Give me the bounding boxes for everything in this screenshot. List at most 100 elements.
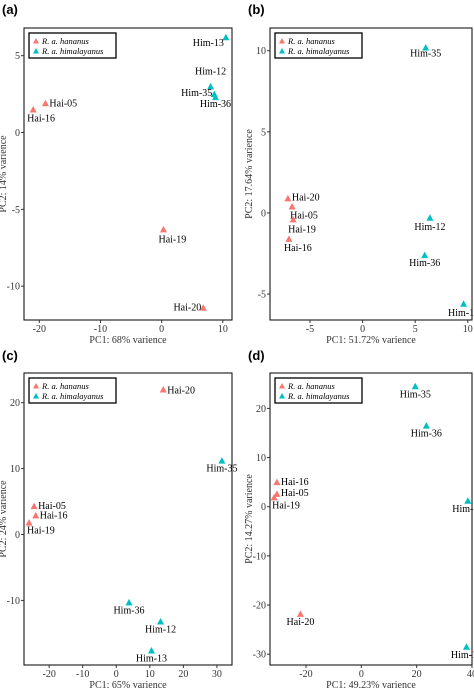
point-label: Hai-05 xyxy=(38,501,66,512)
data-point xyxy=(30,502,38,510)
legend-entry: R. a. hananus xyxy=(41,381,89,391)
point-label: Him-36 xyxy=(411,429,442,440)
y-tick-label: -20 xyxy=(253,601,266,612)
y-axis-title: PC2: 14% varience xyxy=(0,135,9,213)
point-label: Him-12 xyxy=(452,504,474,515)
data-point xyxy=(285,235,293,242)
x-tick-label: 0 xyxy=(359,669,364,680)
data-point xyxy=(270,493,278,501)
point-label: Him-13 xyxy=(448,308,474,319)
data-point xyxy=(29,105,37,113)
legend-marker xyxy=(33,38,39,44)
x-tick-label: 5 xyxy=(413,324,418,335)
y-tick-label: -5 xyxy=(258,290,266,301)
y-axis-title: PC2: 14.27% varience xyxy=(244,474,255,564)
x-tick-label: 20 xyxy=(178,669,188,680)
point-label: Hai-20 xyxy=(287,617,315,628)
point-label: Hai-05 xyxy=(281,488,309,499)
y-tick-label: 5 xyxy=(15,51,20,62)
point-label: Him-12 xyxy=(195,66,226,77)
data-point xyxy=(218,457,226,464)
data-point xyxy=(159,385,167,393)
x-tick-label: 10 xyxy=(145,669,155,680)
panel-a: (a) -20 -10 0 10 -10 -5 0 5 PC1: 68% varience PC2:… xyxy=(0,2,233,346)
data-point xyxy=(411,382,419,390)
legend-marker xyxy=(33,48,39,54)
point-label: Him-12 xyxy=(414,222,445,233)
data-point xyxy=(207,82,215,90)
x-tick-label: -20 xyxy=(33,324,46,335)
panel-letter: (c) xyxy=(2,348,18,363)
point-label: Hai-20 xyxy=(167,385,195,396)
y-tick-label: 20 xyxy=(10,398,20,409)
y-tick-label: 0 xyxy=(261,208,266,219)
legend-box xyxy=(28,377,117,404)
panel-b: (b) -5 0 5 10 -5 0 5 10 PC1: 51.72% varience PC2: … xyxy=(244,2,474,346)
legend-box xyxy=(274,32,363,59)
legend-box xyxy=(274,377,363,404)
legend-marker xyxy=(279,48,285,54)
data-point xyxy=(147,646,155,654)
legend-marker xyxy=(279,38,285,44)
data-point xyxy=(199,304,207,311)
y-axis-title: PC2: 17.64% varience xyxy=(244,129,255,219)
y-tick-label: 20 xyxy=(256,404,266,415)
point-label: Him-13 xyxy=(451,650,474,661)
panel-letter: (b) xyxy=(248,2,265,17)
point-label: Him-36 xyxy=(113,605,144,616)
point-label: Hai-16 xyxy=(284,243,312,254)
data-point xyxy=(273,478,281,486)
y-tick-label: 0 xyxy=(15,128,20,139)
data-point xyxy=(284,194,292,202)
point-label: Him-35 xyxy=(400,389,431,400)
data-point xyxy=(422,422,430,429)
point-label: Hai-19 xyxy=(27,526,55,537)
legend-entry: R. a. hananus xyxy=(287,381,335,391)
x-axis-title: PC1: 68% varience xyxy=(89,335,167,346)
data-point xyxy=(211,93,219,101)
y-tick-label: -5 xyxy=(12,205,20,216)
legend-marker xyxy=(279,393,285,399)
y-tick-label: -30 xyxy=(253,650,266,661)
x-axis-title: PC1: 51.72% varience xyxy=(326,335,416,346)
point-label: Him-36 xyxy=(409,258,440,269)
legend-entry: R. a. hananus xyxy=(287,36,335,46)
point-label: Hai-20 xyxy=(173,303,201,314)
data-point xyxy=(222,33,230,41)
x-tick-label: 30 xyxy=(212,669,222,680)
point-label: Hai-05 xyxy=(290,210,318,221)
data-point xyxy=(157,617,165,625)
x-axis-title: PC1: 65% varience xyxy=(89,680,167,691)
data-point xyxy=(422,43,430,51)
legend-marker xyxy=(33,383,39,389)
point-label: Him-35 xyxy=(206,464,237,475)
legend-entry: R. a. himalayanus xyxy=(287,391,350,401)
plot-frame xyxy=(23,372,233,666)
point-label: Him-13 xyxy=(136,653,167,664)
x-tick-label: 0 xyxy=(159,324,164,335)
y-axis-title: PC2: 24% varience xyxy=(0,480,9,558)
point-label: Him-12 xyxy=(145,624,176,635)
data-point xyxy=(462,643,470,650)
x-tick-label: 10 xyxy=(218,324,228,335)
y-tick-label: -10 xyxy=(7,282,20,293)
legend-marker xyxy=(33,393,39,399)
x-tick-label: -20 xyxy=(42,669,55,680)
point-label: Him-35 xyxy=(181,88,212,99)
y-tick-label: -10 xyxy=(7,596,20,607)
data-point xyxy=(288,202,296,210)
point-label: Hai-19 xyxy=(158,234,186,245)
x-tick-label: 20 xyxy=(412,669,422,680)
x-tick-label: -10 xyxy=(94,324,107,335)
legend-entry: R. a. hananus xyxy=(41,36,89,46)
panel-c: (c) -20 -10 0 10 20 30 -10 0 10 20 PC1: 65% varienc… xyxy=(0,348,237,691)
point-label: Him-35 xyxy=(410,48,441,59)
data-point xyxy=(460,300,468,307)
point-label: Hai-16 xyxy=(281,477,309,488)
data-point xyxy=(159,225,167,233)
y-tick-label: 0 xyxy=(15,530,20,541)
x-tick-label: 10 xyxy=(463,324,473,335)
legend-entry: R. a. himalayanus xyxy=(41,46,104,56)
